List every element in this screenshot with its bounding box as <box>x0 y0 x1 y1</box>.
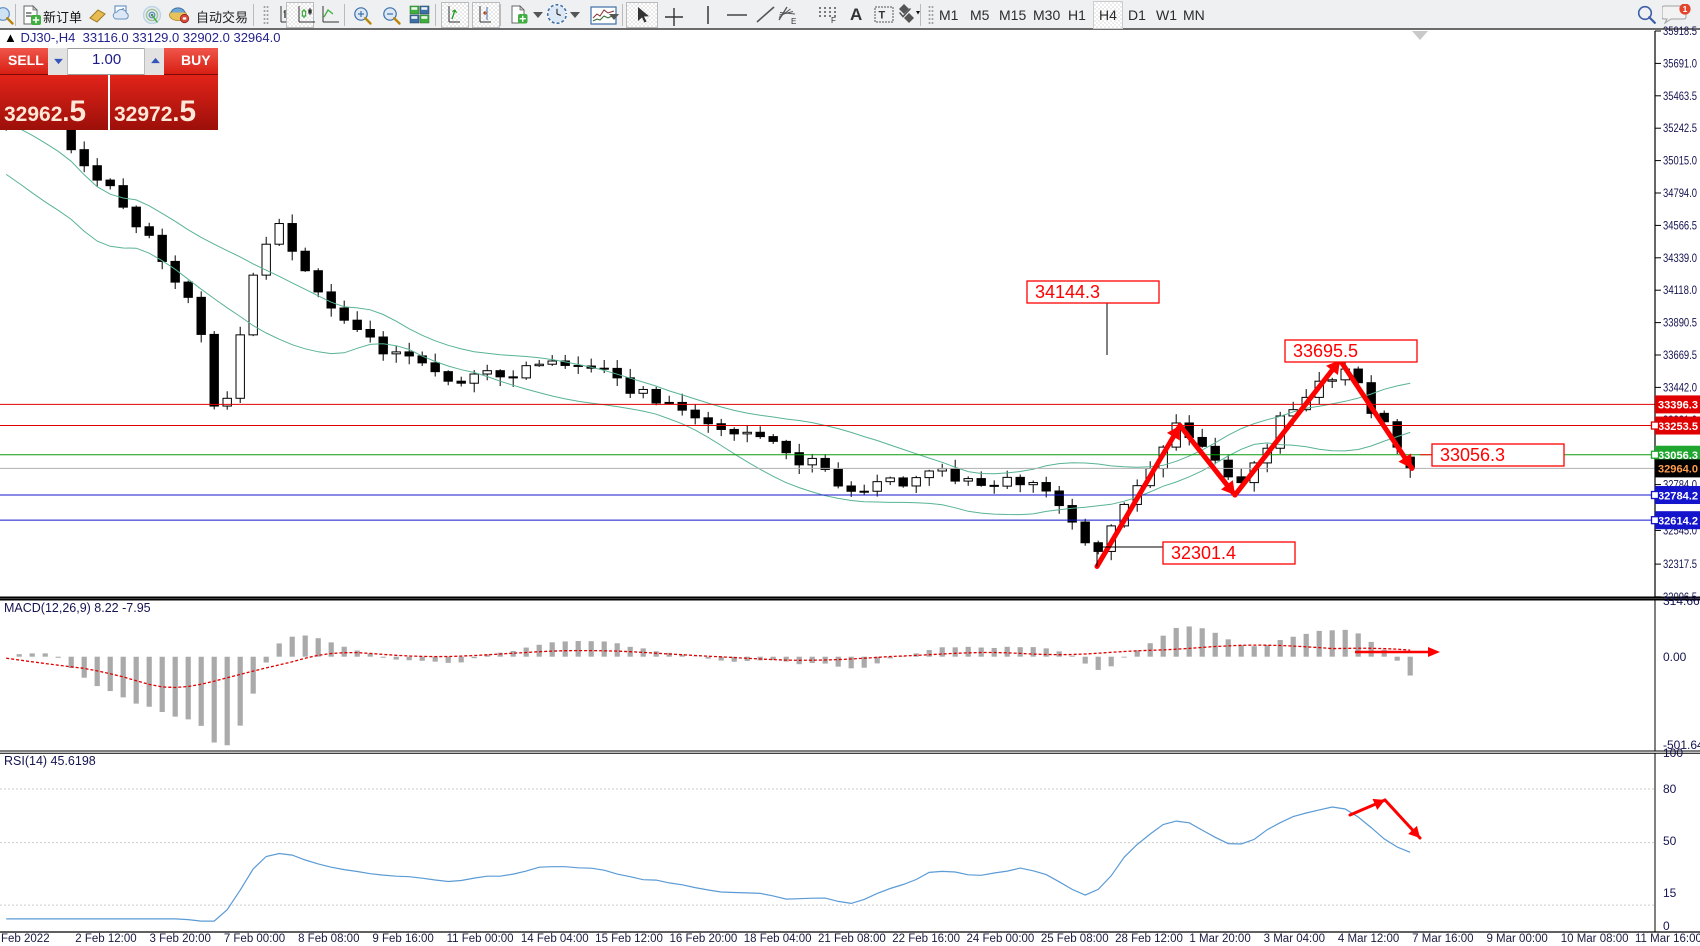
svg-text:25 Feb 08:00: 25 Feb 08:00 <box>1041 933 1109 945</box>
svg-text:11 Mar 16:00: 11 Mar 16:00 <box>1635 933 1700 945</box>
svg-text:9 Feb 16:00: 9 Feb 16:00 <box>372 933 433 945</box>
svg-text:16 Feb 20:00: 16 Feb 20:00 <box>669 933 737 945</box>
svg-text:15 Feb 12:00: 15 Feb 12:00 <box>595 933 663 945</box>
svg-text:3 Feb 20:00: 3 Feb 20:00 <box>150 933 211 945</box>
svg-text:28 Feb 12:00: 28 Feb 12:00 <box>1115 933 1183 945</box>
svg-text:24 Feb 00:00: 24 Feb 00:00 <box>967 933 1035 945</box>
svg-text:2 Feb 12:00: 2 Feb 12:00 <box>75 933 136 945</box>
svg-text:7 Feb 00:00: 7 Feb 00:00 <box>224 933 285 945</box>
svg-text:3 Mar 04:00: 3 Mar 04:00 <box>1264 933 1325 945</box>
svg-text:22 Feb 16:00: 22 Feb 16:00 <box>892 933 960 945</box>
svg-text:11 Feb 00:00: 11 Feb 00:00 <box>447 933 514 945</box>
svg-text:10 Mar 08:00: 10 Mar 08:00 <box>1561 933 1629 945</box>
svg-text:7 Mar 16:00: 7 Mar 16:00 <box>1412 933 1473 945</box>
svg-text:18 Feb 04:00: 18 Feb 04:00 <box>744 933 812 945</box>
svg-text:21 Feb 08:00: 21 Feb 08:00 <box>818 933 886 945</box>
svg-text:1 Mar 20:00: 1 Mar 20:00 <box>1189 933 1250 945</box>
svg-text:Feb 2022: Feb 2022 <box>1 933 50 945</box>
svg-text:8 Feb 08:00: 8 Feb 08:00 <box>298 933 359 945</box>
svg-text:4 Mar 12:00: 4 Mar 12:00 <box>1338 933 1399 945</box>
svg-text:14 Feb 04:00: 14 Feb 04:00 <box>521 933 589 945</box>
svg-text:9 Mar 00:00: 9 Mar 00:00 <box>1486 933 1547 945</box>
